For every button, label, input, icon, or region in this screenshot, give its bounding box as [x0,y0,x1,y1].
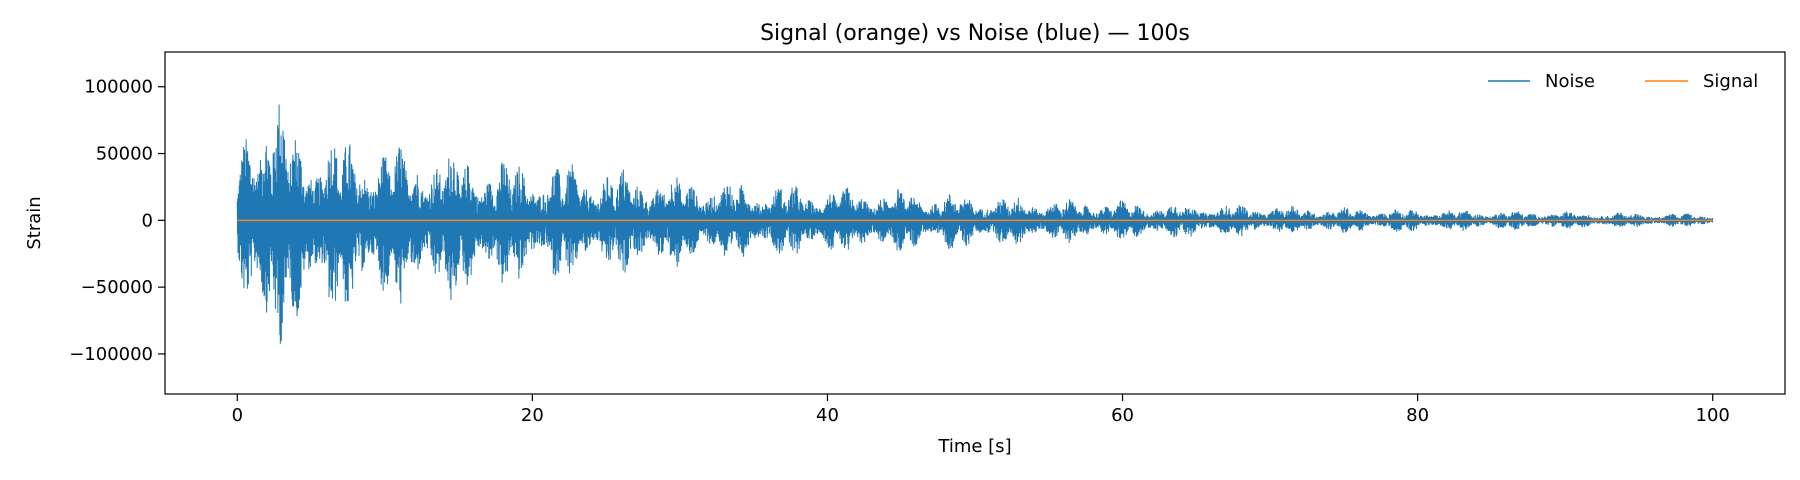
legend: Noise Signal [1488,71,1758,92]
y-tick-label: −50000 [81,277,153,298]
x-tick-label: 80 [1406,405,1429,426]
legend-label: Noise [1545,71,1595,92]
noise-line [236,104,1714,344]
y-tick-label: 0 [142,210,153,231]
x-tick-label: 0 [232,405,243,426]
x-tick-label: 100 [1696,405,1730,426]
chart-title: Signal (orange) vs Noise (blue) — 100s [760,21,1190,46]
x-axis-label: Time [s] [937,436,1011,457]
x-tick-label: 40 [816,405,839,426]
noise-series [236,104,1714,344]
y-axis-label: Strain [24,196,45,249]
y-tick-label: 100000 [84,77,153,98]
y-tick-label: −100000 [69,344,153,365]
x-tick-label: 20 [521,405,544,426]
legend-label: Signal [1703,71,1758,92]
x-tick-label: 60 [1111,405,1134,426]
plot-frame [164,51,1786,395]
x-axis: 0 20 40 60 80 100 [232,394,1730,426]
y-tick-label: 50000 [96,144,153,165]
y-axis: −100000 −50000 0 50000 100000 [69,77,165,365]
